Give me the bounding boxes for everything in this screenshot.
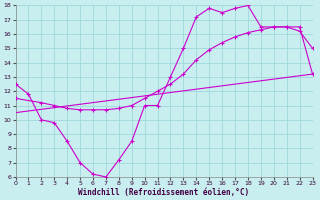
- X-axis label: Windchill (Refroidissement éolien,°C): Windchill (Refroidissement éolien,°C): [78, 188, 250, 197]
